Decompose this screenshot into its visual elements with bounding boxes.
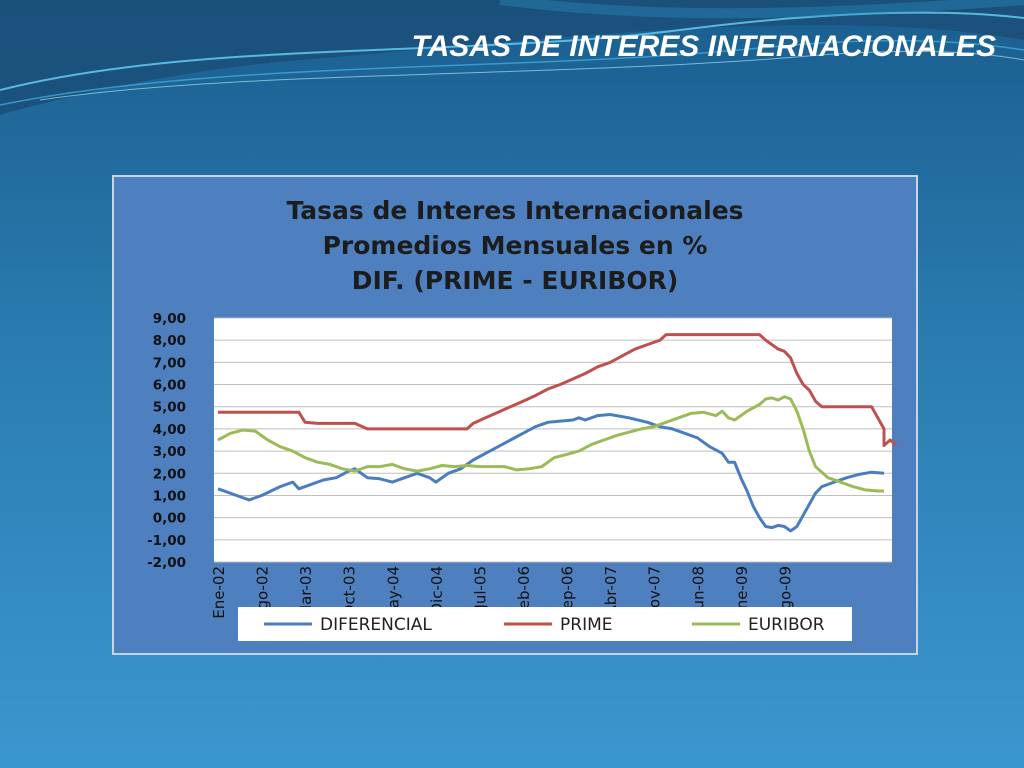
- legend-label-euribor: EURIBOR: [748, 615, 825, 635]
- series-lines: [217, 333, 898, 533]
- legend: DIFERENCIAL PRIME EURIBOR: [264, 615, 825, 635]
- y-tick-label: 6,00: [153, 378, 186, 394]
- y-tick-label: 4,00: [153, 422, 186, 438]
- wave-line-mid: [0, 39, 1024, 106]
- x-tick-label: Dic-04: [428, 566, 446, 614]
- wave-swoosh-right: [499, 0, 1024, 19]
- x-tick-label: Ago-02: [254, 566, 272, 620]
- legend-label-diferencial: DIFERENCIAL: [320, 615, 432, 635]
- chart-title: Tasas de Interes Internacionales Promedio…: [286, 196, 743, 295]
- y-tick-label: 1,00: [153, 488, 186, 504]
- y-tick-label: -2,00: [147, 555, 186, 571]
- y-tick-label: 8,00: [153, 333, 186, 349]
- x-tick-label: Feb-06: [515, 566, 533, 617]
- x-tick-label: Nov-07: [646, 566, 664, 619]
- chart-title-line-1: Tasas de Interes Internacionales: [286, 196, 743, 225]
- y-tick-label: 5,00: [153, 400, 186, 416]
- x-tick-label: Abr-07: [602, 566, 620, 616]
- chart-frame: Tasas de Interes Internacionales Promedio…: [112, 175, 918, 655]
- series-line-prime: [218, 333, 898, 447]
- wave-line-top: [0, 11, 1024, 91]
- x-tick-label: Jun-08: [689, 566, 707, 615]
- y-tick-label: 3,00: [153, 444, 186, 460]
- x-tick-label: Mar-03: [297, 566, 315, 618]
- wave-band-dark: [0, 0, 1024, 115]
- y-tick-label: 0,00: [153, 511, 186, 527]
- plot-area: [214, 318, 892, 562]
- x-tick-label: Sep-06: [559, 566, 577, 619]
- x-tick-label: Jul-05: [471, 566, 489, 610]
- line-chart: Tasas de Interes Internacionales Promedio…: [147, 196, 898, 641]
- x-tick-label: Ago-09: [776, 566, 794, 620]
- x-tick-label: Oct-03: [341, 566, 359, 616]
- y-tick-label: -1,00: [147, 533, 186, 549]
- slide-title: TASAS DE INTERES INTERNACIONALES: [411, 30, 997, 63]
- y-axis-ticks: 9,00 8,00 7,00 6,00 5,00 4,00 3,00 2,00 1,00 0,00…: [147, 311, 186, 571]
- x-tick-label: Ene-09: [733, 566, 751, 619]
- series-line-euribor: [217, 395, 884, 493]
- gridlines: [214, 317, 892, 563]
- x-tick-label: Ene-02: [210, 566, 228, 619]
- y-tick-label: 9,00: [153, 311, 186, 327]
- wave-line-light: [39, 50, 1024, 101]
- y-tick-label: 2,00: [153, 466, 186, 482]
- y-tick-label: 7,00: [153, 355, 186, 371]
- legend-label-prime: PRIME: [560, 615, 613, 635]
- chart-title-line-2: Promedios Mensuales en %: [323, 231, 708, 260]
- chart-title-line-3: DIF. (PRIME - EURIBOR): [352, 266, 679, 295]
